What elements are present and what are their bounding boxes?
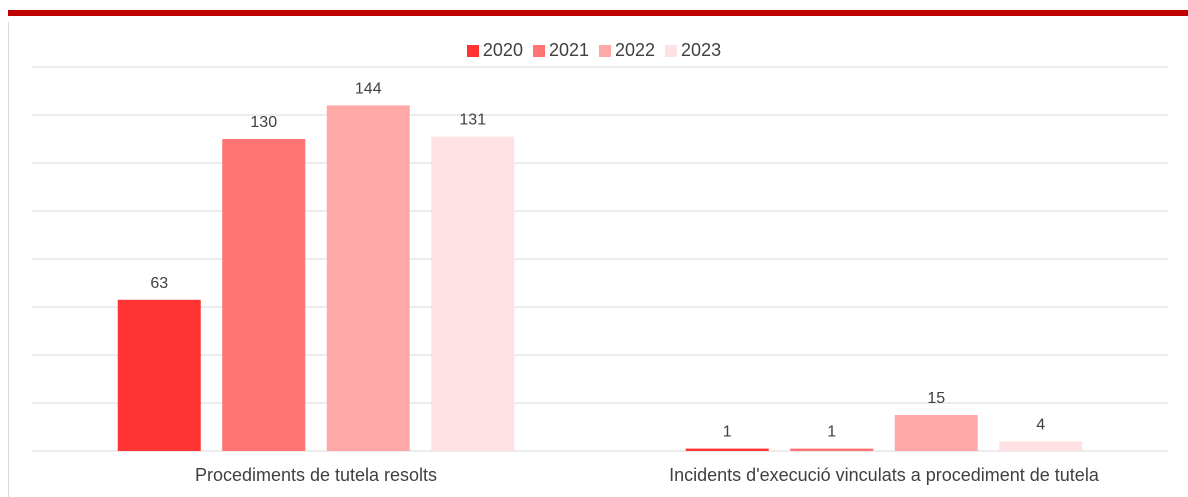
bar-2020-procediments [117,299,201,451]
legend-item-2023: 2023 [665,40,721,61]
chart-legend: 2020 2021 2022 2023 [0,40,1188,61]
category-label: Incidents d'execució vinculats a procedi… [669,465,1100,485]
legend-swatch-2022 [599,44,611,57]
data-label: 144 [355,80,382,97]
legend-label-2021: 2021 [548,40,589,60]
legend-label-2023: 2023 [681,40,722,60]
legend-item-2020: 2020 [466,40,523,61]
data-label: 130 [250,114,277,131]
data-label: 1 [827,424,836,441]
bar-2020-incidents [685,448,769,451]
category-label: Procediments de tutela resolts [195,465,437,485]
legend-item-2022: 2022 [599,40,655,61]
legend-swatch-2021 [532,44,545,57]
data-label: 131 [459,112,486,129]
legend-swatch-2020 [466,44,479,57]
bar-2022-procediments [326,105,410,452]
bar-2021-incidents [790,448,874,451]
top-accent-rule [8,10,1188,16]
bar-2023-incidents [999,441,1083,451]
data-label: 4 [1036,416,1045,433]
bar-2022-incidents [894,415,978,451]
data-label: 15 [927,390,945,407]
legend-swatch-2023 [665,44,678,57]
bar-2021-procediments [222,139,306,451]
legend-item-2021: 2021 [532,40,589,61]
data-label: 63 [150,275,168,292]
legend-label-2020: 2020 [482,40,523,60]
chart-frame [8,22,1188,497]
legend-label-2022: 2022 [615,40,656,60]
data-label: 1 [723,424,732,441]
bar-2023-procediments [431,136,515,451]
